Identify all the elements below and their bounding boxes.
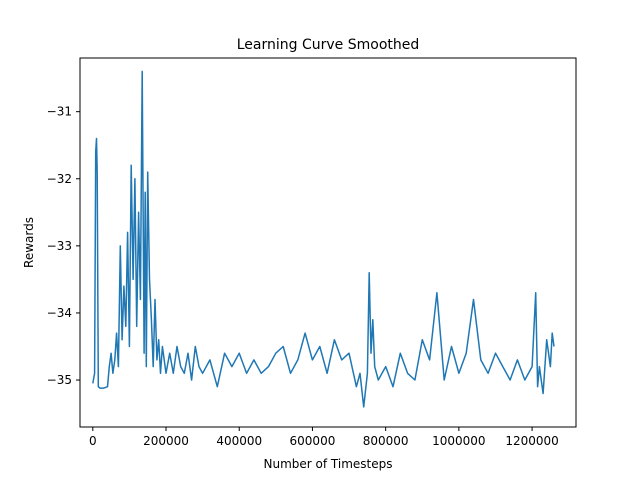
x-axis: 0 200000 400000 600000 800000 1000000 1200000	[89, 427, 559, 448]
chart-title: Learning Curve Smoothed	[237, 37, 420, 53]
y-tick-label: −33	[47, 239, 72, 253]
x-tick-label: 400000	[216, 434, 262, 448]
y-tick-label: −34	[47, 306, 72, 320]
x-tick-label: 800000	[363, 434, 409, 448]
series-line	[92, 70, 555, 408]
x-tick-label: 600000	[290, 434, 336, 448]
x-tick-label: 1200000	[505, 434, 558, 448]
y-axis-label: Rewards	[22, 217, 36, 268]
x-axis-label: Number of Timesteps	[264, 457, 393, 471]
y-axis: −31 −32 −33 −34 −35	[47, 105, 80, 387]
plot-area	[92, 70, 555, 408]
y-tick-label: −31	[47, 105, 72, 119]
y-tick-label: −32	[47, 172, 72, 186]
plot-frame	[79, 57, 577, 428]
x-tick-label: 200000	[143, 434, 189, 448]
x-tick-label: 0	[89, 434, 97, 448]
x-tick-label: 1000000	[432, 434, 485, 448]
y-tick-label: −35	[47, 373, 72, 387]
